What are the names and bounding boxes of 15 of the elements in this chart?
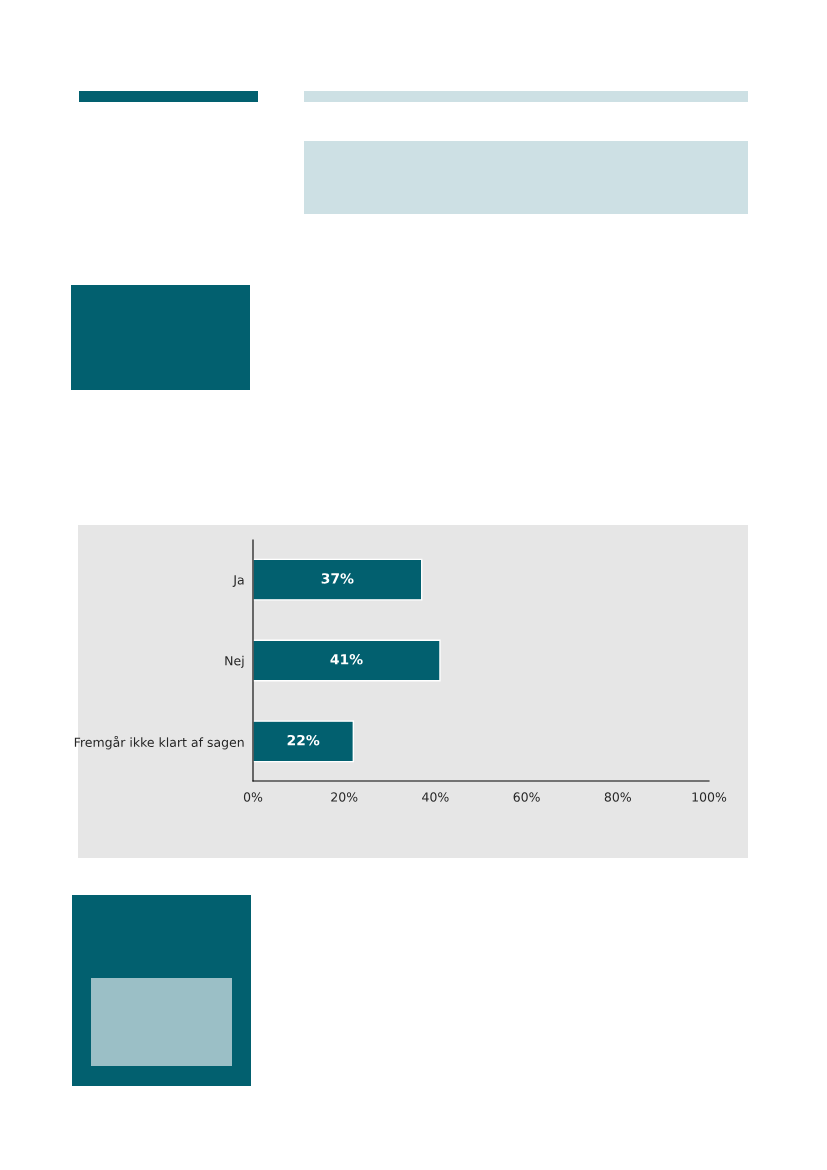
x-tick-label: 20%: [331, 792, 358, 802]
bar: [253, 558, 423, 601]
bar: [253, 720, 355, 763]
x-tick-label: 60%: [513, 792, 540, 802]
y-tick-label: Fremgår ikke klart af sagen: [74, 735, 244, 750]
x-tick-label: 100%: [692, 792, 727, 802]
y-tick-label: Nej: [225, 655, 244, 668]
data-label: 37%: [321, 573, 354, 584]
y-tick-label: Ja: [232, 575, 244, 587]
data-label: 41%: [330, 654, 363, 665]
x-tick-label: 0%: [243, 792, 263, 802]
x-tick-label: 40%: [422, 792, 449, 802]
bar: [253, 639, 441, 682]
data-label: 22%: [287, 734, 320, 746]
x-tick-label: 80%: [604, 792, 631, 802]
